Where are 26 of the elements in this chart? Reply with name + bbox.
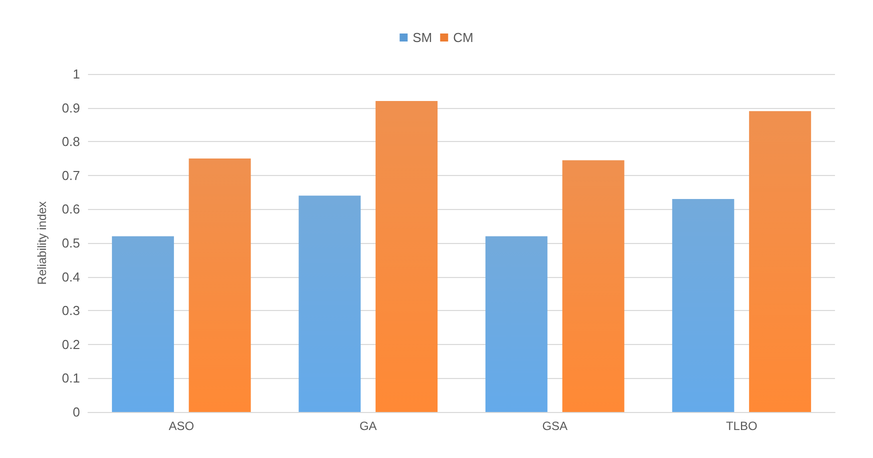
y-tick-label: 0.7	[62, 168, 80, 183]
y-tick-label: 0.3	[62, 303, 80, 318]
x-tick-label: GA	[359, 419, 377, 433]
y-tick-label: 0.9	[62, 100, 80, 116]
bar	[112, 236, 174, 412]
legend-label: SM	[412, 30, 432, 45]
y-tick-label: 0.1	[62, 370, 80, 386]
y-axis-title: Reliability index	[35, 201, 49, 285]
bar	[485, 236, 548, 412]
y-tick-label: 0.5	[62, 236, 80, 250]
y-tick-label: 0	[72, 404, 80, 420]
x-tick-label: ASO	[168, 419, 194, 433]
x-tick-label: GSA	[542, 419, 568, 433]
bar	[298, 196, 361, 412]
legend-label: CM	[453, 30, 474, 45]
bar	[672, 199, 734, 412]
x-tick-label: TLBO	[726, 419, 758, 433]
bar	[749, 111, 812, 412]
y-tick-label: 0.4	[62, 269, 80, 284]
y-tick-label: 0.2	[62, 336, 80, 352]
y-tick-label: 1	[72, 66, 80, 82]
bar	[188, 158, 251, 412]
bar	[376, 101, 438, 412]
y-tick-label: 0.6	[62, 202, 80, 217]
bar	[562, 160, 624, 412]
y-tick-label: 0.8	[62, 134, 80, 150]
